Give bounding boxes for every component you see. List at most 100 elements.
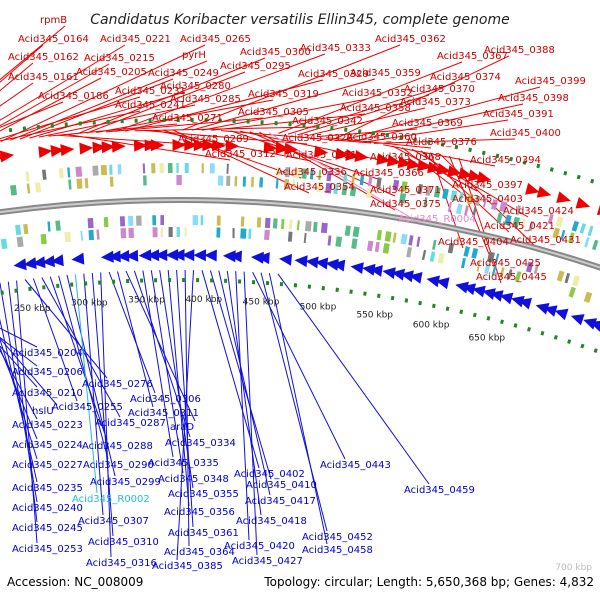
gene-label[interactable]: Acid345_0443 [320, 460, 391, 471]
gene-label[interactable]: Acid345_0319 [248, 89, 319, 100]
gene-label[interactable]: Acid345_0205 [76, 67, 147, 78]
gene-label[interactable]: Acid345_0221 [100, 34, 171, 45]
gene-label[interactable]: Acid345_0352 [342, 88, 413, 99]
gene-label[interactable]: Acid345_0366 [353, 168, 424, 179]
gene-label[interactable]: Acid345_0312 [205, 149, 276, 160]
gene-label[interactable]: Acid345_0391 [483, 109, 554, 120]
gene-label[interactable]: Acid345_0364 [164, 547, 235, 558]
gene-label[interactable]: Acid345_0368 [370, 152, 441, 163]
gene-label[interactable]: Acid345_0410 [246, 480, 317, 491]
gene-label[interactable]: Acid345_0310 [88, 537, 159, 548]
gene-label[interactable]: Acid345_0397 [452, 180, 523, 191]
gene-label[interactable]: Acid345_0417 [245, 496, 316, 507]
gene-label[interactable]: Acid345_0287 [95, 418, 166, 429]
gene-label[interactable]: Acid345_0356 [164, 507, 235, 518]
gene-label[interactable]: Acid345_0336 [276, 167, 347, 178]
gene-label[interactable]: Acid345_0241 [115, 100, 186, 111]
gene-label[interactable]: Acid345_0375 [370, 199, 441, 210]
gene-label[interactable]: Acid345_0307 [78, 516, 149, 527]
gene-label[interactable]: Acid345_0215 [84, 53, 155, 64]
gene-label[interactable]: Acid345_0206 [12, 367, 83, 378]
gene-label[interactable]: Acid345_0404 [438, 237, 509, 248]
gene-label[interactable]: Acid345_0369 [392, 118, 463, 129]
gene-label[interactable]: Acid345_0227 [12, 460, 83, 471]
gene-label[interactable]: Acid345_0361 [168, 528, 239, 539]
gene-label[interactable]: Acid345_0360 [346, 132, 417, 143]
gene-label[interactable]: Acid345_0359 [350, 68, 421, 79]
gene-label[interactable]: Acid345_0235 [12, 483, 83, 494]
gene-label[interactable]: Acid345_0459 [404, 485, 475, 496]
gene-label[interactable]: Acid345_0452 [302, 532, 373, 543]
gene-label[interactable]: Acid345_0370 [404, 84, 475, 95]
gene-label[interactable]: Acid345_0458 [302, 545, 373, 556]
gene-label[interactable]: Acid345_0367 [437, 51, 508, 62]
gene-label[interactable]: Acid345_0355 [168, 489, 239, 500]
gene-label[interactable]: Acid345_0403 [452, 194, 523, 205]
gene-label[interactable]: Acid345_0276 [82, 379, 153, 390]
gene-label[interactable]: Acid345_0161 [8, 72, 79, 83]
gene-label[interactable]: Acid345_0358 [340, 103, 411, 114]
gene-label[interactable]: Acid345_0342 [292, 116, 363, 127]
gene-label[interactable]: Acid345_0210 [12, 388, 83, 399]
gene-label[interactable]: Acid345_0374 [430, 72, 501, 83]
gene-label[interactable]: Acid345_0223 [12, 420, 83, 431]
gene-label[interactable]: Acid345_0335 [148, 458, 219, 469]
gene-label[interactable]: Acid345_0421 [484, 221, 555, 232]
gene-label[interactable]: Acid345_0388 [484, 45, 555, 56]
gene-label[interactable]: Acid345_0385 [152, 561, 223, 572]
gene-label[interactable]: Acid345_0424 [503, 206, 574, 217]
gene-label[interactable]: Acid345_0400 [490, 128, 561, 139]
gene-label[interactable]: Acid345_R0004 [398, 214, 476, 225]
gene-label[interactable]: Acid345_R0002 [72, 494, 150, 505]
gene-label[interactable]: Acid345_0300 [240, 47, 311, 58]
gene-label[interactable]: Acid345_0399 [515, 76, 586, 87]
gene-label[interactable]: Acid345_0427 [232, 556, 303, 567]
gene-label[interactable]: Acid345_0231 [115, 86, 186, 97]
gene-label[interactable]: Acid345_0376 [406, 137, 477, 148]
gene-label[interactable]: Acid345_0328 [282, 133, 353, 144]
gene-label[interactable]: Acid345_0306 [130, 394, 201, 405]
gene-label[interactable]: Acid345_0285 [170, 94, 241, 105]
gene-label[interactable]: Acid345_0204 [12, 348, 83, 359]
gene-label[interactable]: Acid345_0398 [498, 93, 569, 104]
gene-label[interactable]: Acid345_0371 [370, 185, 441, 196]
gene-label[interactable]: pyrH [182, 50, 206, 61]
gene-label[interactable]: Acid345_0186 [38, 91, 109, 102]
gene-label[interactable]: Acid345_0164 [18, 34, 89, 45]
gene-label[interactable]: Acid345_0255 [52, 402, 123, 413]
gene-label[interactable]: Acid345_0329 [298, 69, 369, 80]
gene-label[interactable]: Acid345_0290 [83, 460, 154, 471]
gene-label[interactable]: Acid345_0280 [160, 81, 231, 92]
gene-label[interactable]: Acid345_0249 [148, 68, 219, 79]
gene-label[interactable]: Acid345_0351 [286, 150, 357, 161]
gene-label[interactable]: Acid345_0271 [152, 113, 223, 124]
gene-label[interactable]: Acid345_0425 [470, 258, 541, 269]
gene-label[interactable]: Acid345_0402 [234, 469, 305, 480]
gene-label[interactable]: Acid345_0394 [470, 155, 541, 166]
gene-label[interactable]: Acid345_0265 [180, 34, 251, 45]
gene-label[interactable]: Acid345_0445 [476, 272, 547, 283]
gene-label[interactable]: Acid345_0299 [90, 477, 161, 488]
gene-label[interactable]: hslU [32, 406, 54, 417]
gene-label[interactable]: Acid345_0224 [12, 440, 83, 451]
gene-label[interactable]: Acid345_0316 [86, 558, 157, 569]
gene-label[interactable]: Acid345_0354 [284, 182, 355, 193]
gene-label[interactable]: Acid345_0420 [224, 541, 295, 552]
gene-label[interactable]: Acid345_0305 [238, 107, 309, 118]
gene-label[interactable]: Acid345_0362 [375, 34, 446, 45]
gene-label[interactable]: Acid345_0333 [300, 43, 371, 54]
gene-label[interactable]: Acid345_0373 [400, 97, 471, 108]
gene-label[interactable]: Acid345_0431 [510, 235, 581, 246]
gene-label[interactable]: Acid345_0288 [82, 441, 153, 452]
gene-label[interactable]: Acid345_0240 [12, 503, 83, 514]
gene-label[interactable]: Acid345_0245 [12, 523, 83, 534]
gene-label[interactable]: Acid345_0253 [12, 544, 83, 555]
gene-label[interactable]: Acid345_0295 [220, 61, 291, 72]
gene-label[interactable]: Acid345_0334 [165, 438, 236, 449]
gene-label[interactable]: Acid345_0311 [128, 408, 199, 419]
gene-label[interactable]: Acid345_0162 [8, 52, 79, 63]
gene-label[interactable]: araD [170, 422, 194, 433]
gene-label[interactable]: rpmB [40, 15, 67, 26]
gene-label[interactable]: Acid345_0289 [178, 134, 249, 145]
gene-label[interactable]: Acid345_0348 [158, 474, 229, 485]
